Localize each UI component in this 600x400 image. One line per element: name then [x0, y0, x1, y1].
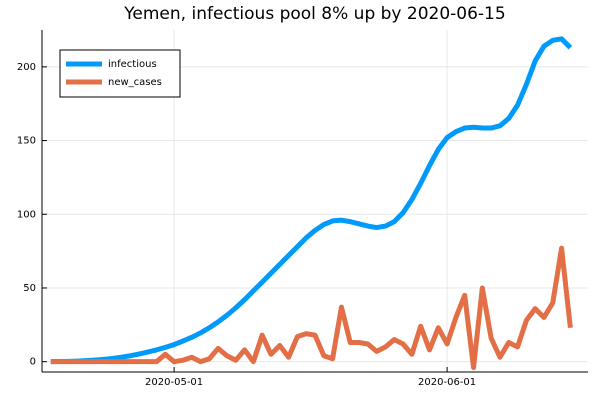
y-tick-label: 100: [17, 209, 36, 220]
y-tick-label: 50: [23, 283, 36, 294]
series-line: [50, 36, 573, 365]
legend-label: infectious: [108, 59, 157, 70]
x-tick-label: 2020-06-01: [418, 377, 476, 388]
legend-box: [59, 49, 181, 98]
chart-title: Yemen, infectious pool 8% up by 2020-06-…: [123, 4, 505, 24]
series-line: [50, 245, 573, 371]
y-tick-label: 200: [17, 62, 36, 73]
x-tick-label: 2020-05-01: [145, 377, 203, 388]
y-tick-label: 0: [30, 357, 36, 368]
legend-label: new_cases: [108, 77, 162, 88]
y-tick-label: 150: [17, 136, 36, 147]
